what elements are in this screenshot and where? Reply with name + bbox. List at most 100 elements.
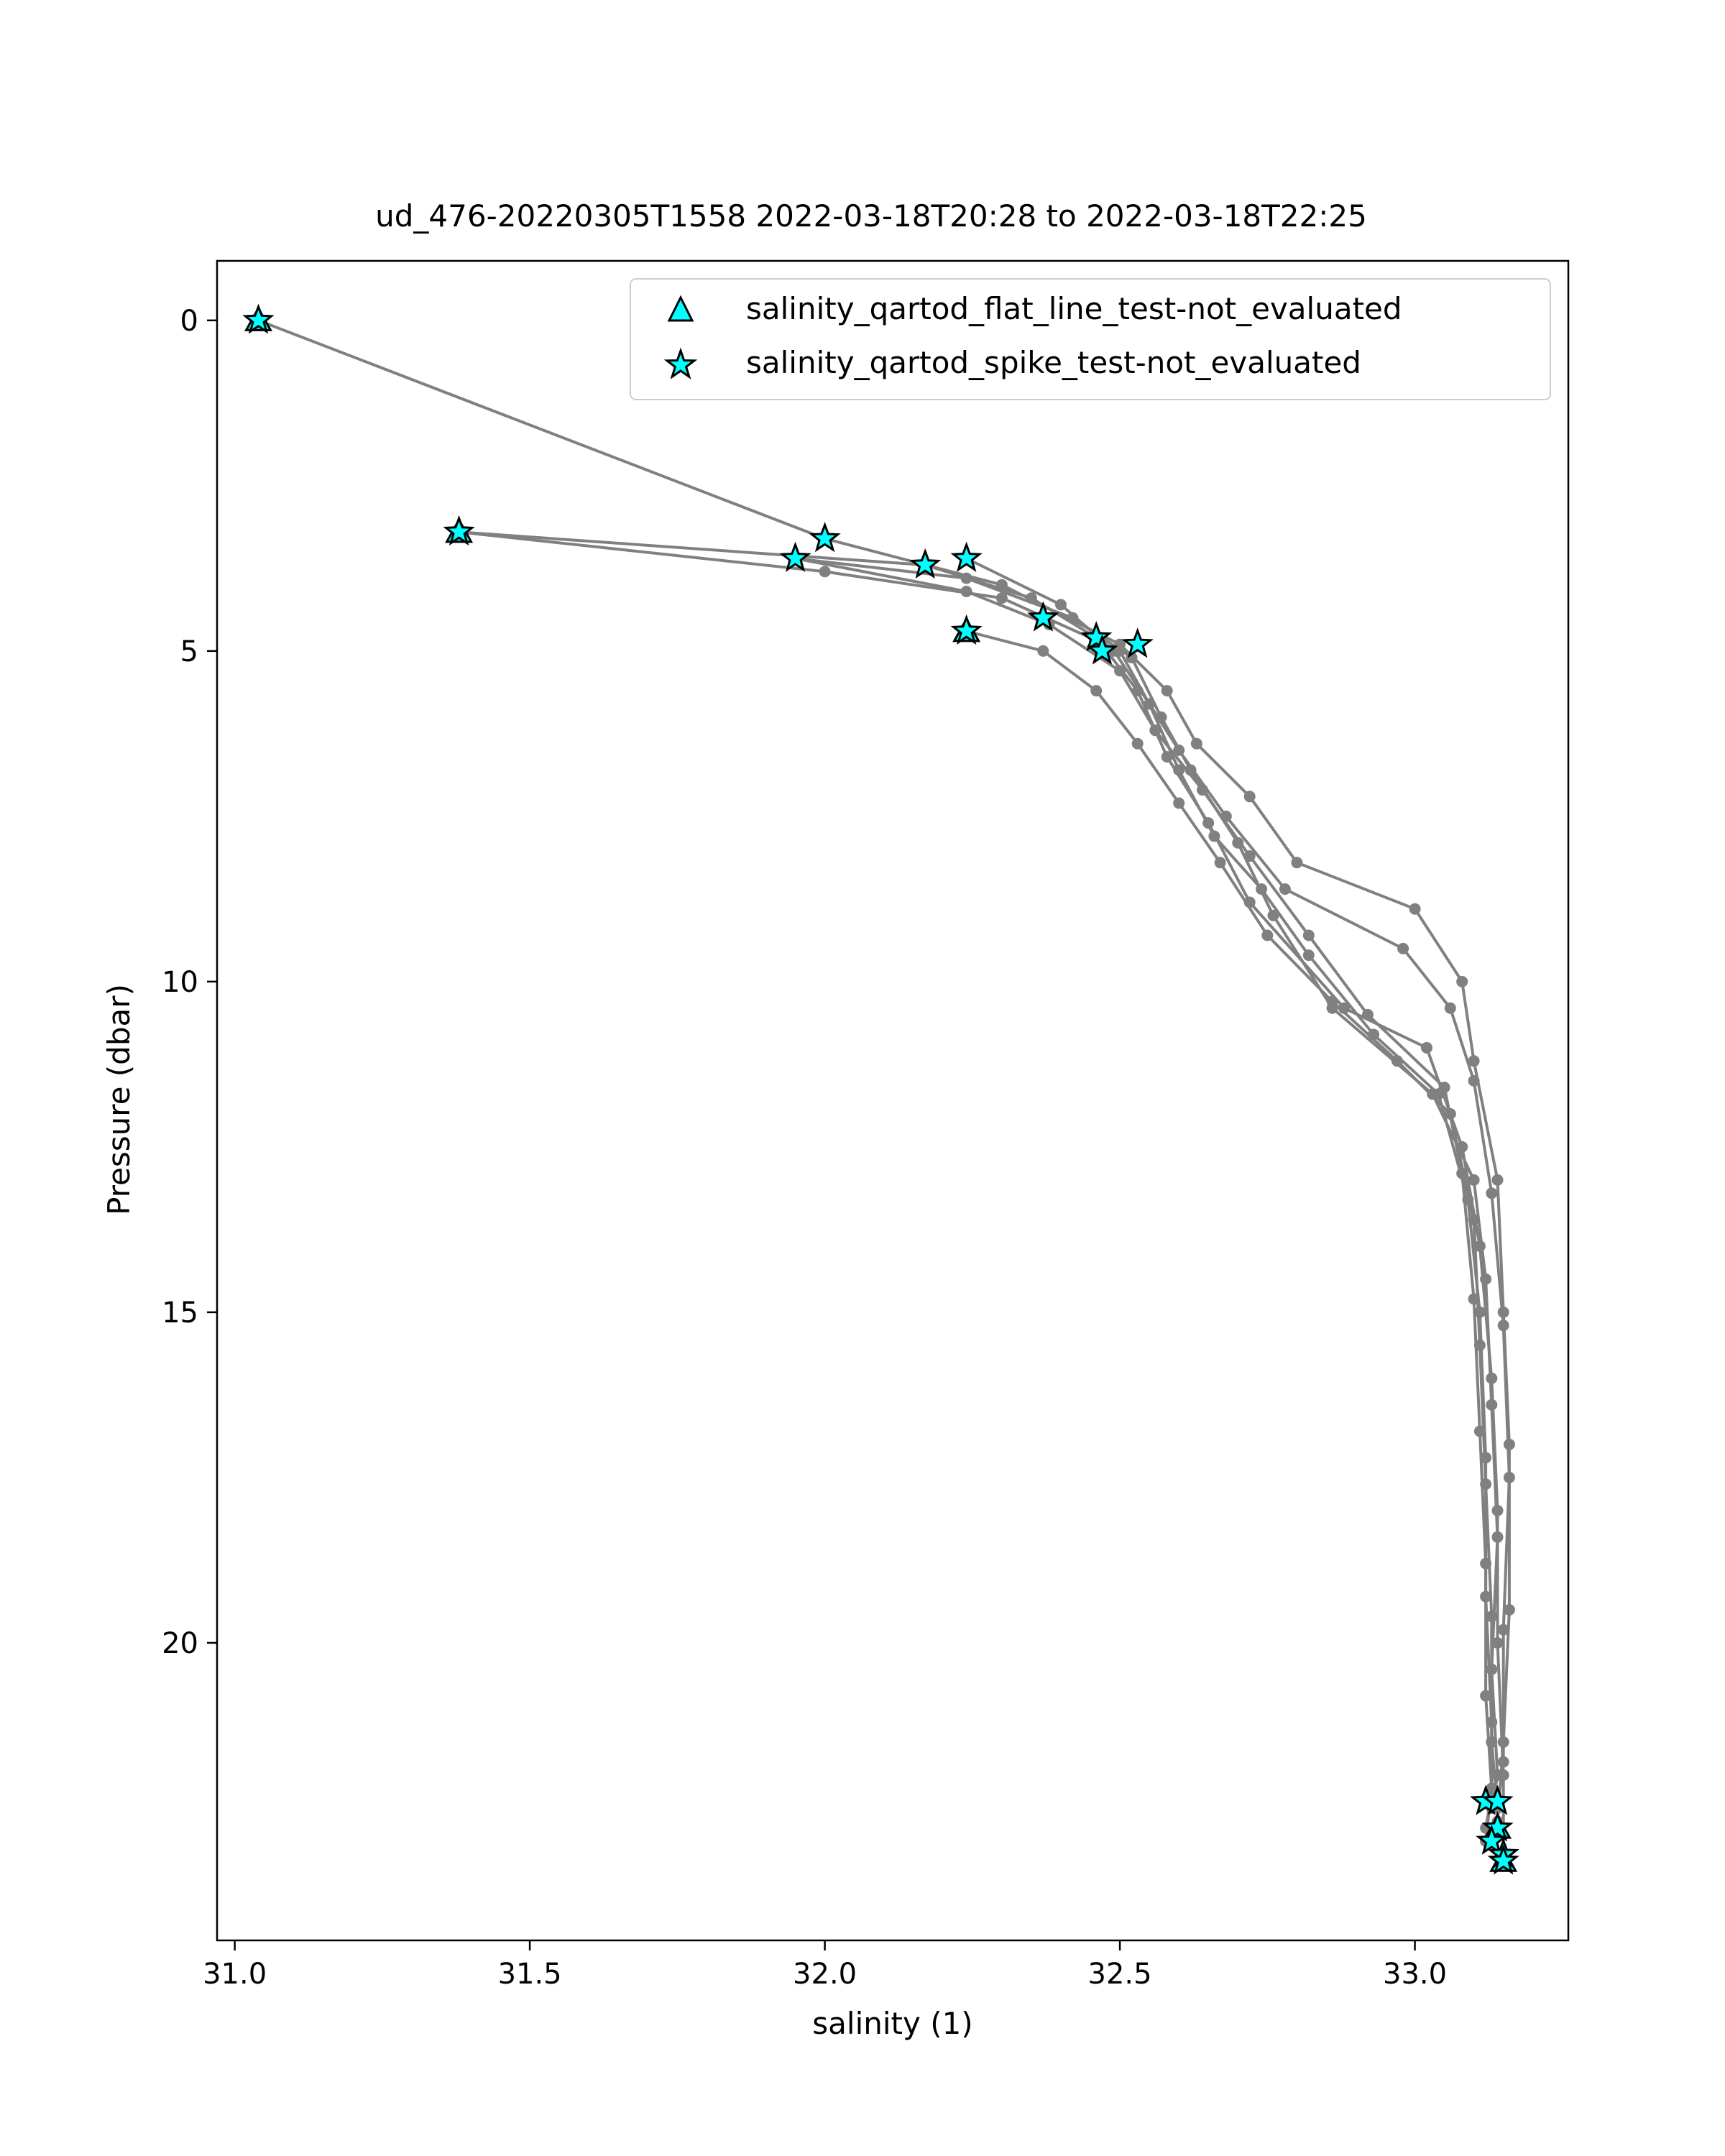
profile-point-4-5 <box>1197 784 1208 796</box>
profile-point-3-13 <box>1491 1531 1504 1543</box>
legend-box <box>630 278 1551 400</box>
x-tick-label-2: 32.0 <box>793 1958 857 1991</box>
spike-test-point-2 <box>779 541 811 572</box>
profile-point-0-8 <box>1409 903 1421 915</box>
profile-point-1-2 <box>995 592 1008 604</box>
y-tick-label-4: 20 <box>162 1627 198 1660</box>
spike-test-point-0 <box>242 303 275 334</box>
profile-point-6-12 <box>1480 1478 1492 1491</box>
profile-point-4-4 <box>1149 724 1162 737</box>
x-axis: 31.0 31.5 32.0 32.5 33.0 <box>203 1940 1447 1991</box>
plot-frame <box>216 259 1570 1942</box>
profile-point-3-12 <box>1486 1399 1498 1411</box>
profile-point-0-9 <box>1456 975 1468 987</box>
y-tick-label-2: 10 <box>162 966 198 999</box>
profile-point-0-7 <box>1291 857 1303 869</box>
profile-point-3-7 <box>1267 909 1279 921</box>
legend-item-flat-line-test: salinity_qartod_flat_line_test-not_evalu… <box>667 291 1402 326</box>
profile-point-6-13 <box>1486 1611 1498 1623</box>
profile-point-4-8 <box>1361 1008 1374 1021</box>
spike-test-point-14 <box>1476 1824 1508 1855</box>
profile-point-1-9 <box>1444 1002 1456 1014</box>
spike-test-point-13 <box>1481 1811 1514 1842</box>
y-tick-label-1: 5 <box>180 635 198 668</box>
x-tick-label-0: 31.0 <box>203 1958 267 1991</box>
profile-point-1-12 <box>1497 1319 1509 1332</box>
spike-test-point-3 <box>809 522 841 553</box>
profile-point-6-6 <box>1261 929 1274 941</box>
profile-point-3-11 <box>1480 1273 1492 1285</box>
profile-point-6-2 <box>1090 685 1103 697</box>
profile-point-6-8 <box>1391 1055 1403 1067</box>
profile-point-4-7 <box>1302 929 1315 941</box>
y-tick-label-3: 15 <box>162 1296 198 1330</box>
profile-point-3-4 <box>1155 711 1167 723</box>
profile-point-6-9 <box>1444 1107 1456 1120</box>
x-tick-label-1: 31.5 <box>498 1958 562 1991</box>
profile-point-5-13 <box>1480 1590 1492 1603</box>
spike-test-point-4 <box>909 548 942 579</box>
profile-point-1-10 <box>1468 1074 1480 1087</box>
profile-point-3-2 <box>1067 612 1079 624</box>
profile-point-4-6 <box>1243 850 1256 862</box>
legend-label-flat-line-test: salinity_qartod_flat_line_test-not_evalu… <box>746 291 1402 326</box>
profile-point-5-6 <box>1256 883 1268 895</box>
profile-point-3-1 <box>960 572 972 584</box>
triangle-marker-icon <box>667 295 694 322</box>
legend-item-spike-test: salinity_qartod_spike_test-not_evaluated <box>663 345 1361 380</box>
profile-point-1-11 <box>1486 1187 1498 1199</box>
profile-point-1-14 <box>1497 1623 1509 1636</box>
profile-point-0-5 <box>1190 737 1202 750</box>
profile-point-0-10 <box>1468 1055 1480 1067</box>
profile-point-6-11 <box>1473 1339 1486 1351</box>
spike-test-point-7 <box>1027 601 1059 632</box>
spike-test-point-8 <box>1080 621 1113 652</box>
profile-point-2-9 <box>1421 1041 1432 1054</box>
profile-point-4-1 <box>960 586 972 597</box>
profile-point-1-8 <box>1397 942 1409 954</box>
x-tick-label-3: 32.5 <box>1088 1958 1152 1991</box>
profile-point-1-1 <box>819 566 831 578</box>
star-marker-icon <box>663 347 698 379</box>
x-axis-label: salinity (1) <box>812 2006 972 2041</box>
legend: salinity_qartod_flat_line_test-not_evalu… <box>630 278 1551 400</box>
profile-point-5-9 <box>1432 1088 1445 1100</box>
spike-test-point-5 <box>950 541 983 572</box>
profile-point-0-14 <box>1503 1604 1515 1616</box>
profile-point-6-1 <box>1037 645 1049 657</box>
legend-label-spike-test: salinity_qartod_spike_test-not_evaluated <box>746 345 1361 380</box>
spike-test-point-12 <box>1481 1784 1514 1815</box>
profile-point-5-5 <box>1208 830 1220 842</box>
spike-test-point-16 <box>1487 1844 1519 1875</box>
profile-point-2-5 <box>1161 751 1173 763</box>
profile-point-5-7 <box>1302 949 1315 962</box>
profile-point-4-14 <box>1480 1690 1492 1702</box>
profile-point-6-10 <box>1468 1214 1480 1226</box>
profile-point-6-4 <box>1173 797 1185 809</box>
profile-point-5-1 <box>1055 599 1067 611</box>
spike-test-point-10 <box>1121 627 1154 658</box>
y-tick-label-0: 0 <box>180 305 198 338</box>
profile-point-4-3 <box>1114 665 1126 677</box>
profile-point-5-4 <box>1173 764 1185 776</box>
marker-layer <box>242 303 1519 1875</box>
profile-point-1-7 <box>1279 883 1291 895</box>
chart-title: ud_476-20220305T1558 2022-03-18T20:28 to… <box>375 198 1367 234</box>
spike-test-point-1 <box>443 515 475 546</box>
profile-point-5-3 <box>1144 698 1156 710</box>
profile-point-6-7 <box>1326 995 1338 1008</box>
profile-point-6-14 <box>1486 1736 1498 1748</box>
profile-point-0-4 <box>1161 685 1173 697</box>
profile-point-2-14 <box>1491 1637 1504 1649</box>
spike-test-point-9 <box>1086 634 1118 665</box>
profile-point-6-3 <box>1131 737 1144 750</box>
profile-point-6-5 <box>1214 857 1226 869</box>
profile-point-0-6 <box>1243 791 1256 803</box>
y-axis: 0 5 10 15 20 <box>162 305 217 1660</box>
profile-point-3-10 <box>1468 1174 1480 1186</box>
x-tick-label-4: 33.0 <box>1383 1958 1447 1991</box>
y-axis-label: Pressure (dbar) <box>101 984 137 1215</box>
spike-test-point-6 <box>950 614 983 645</box>
profile-point-0-11 <box>1491 1174 1504 1186</box>
